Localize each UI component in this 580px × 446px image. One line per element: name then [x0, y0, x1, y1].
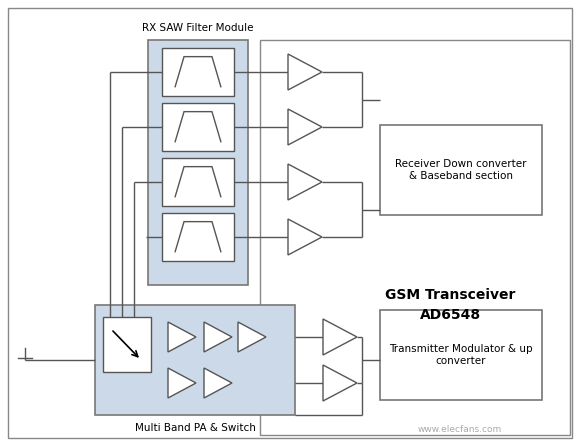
Text: www.elecfans.com: www.elecfans.com — [418, 425, 502, 434]
Bar — [162, 103, 234, 151]
Bar — [380, 125, 542, 215]
Polygon shape — [288, 109, 322, 145]
Polygon shape — [204, 322, 232, 352]
Bar — [380, 310, 542, 400]
Polygon shape — [238, 322, 266, 352]
Text: Receiver Down converter
& Baseband section: Receiver Down converter & Baseband secti… — [395, 159, 527, 181]
Polygon shape — [288, 164, 322, 200]
Text: GSM Transceiver: GSM Transceiver — [385, 288, 515, 302]
Bar — [162, 158, 234, 206]
Bar — [162, 213, 234, 261]
Text: Multi Band PA & Switch: Multi Band PA & Switch — [135, 423, 255, 433]
Bar — [148, 40, 248, 285]
Bar — [103, 317, 151, 372]
Bar — [162, 48, 234, 96]
Bar — [95, 305, 295, 415]
Polygon shape — [204, 368, 232, 398]
Polygon shape — [288, 54, 322, 90]
Polygon shape — [168, 322, 196, 352]
Text: RX SAW Filter Module: RX SAW Filter Module — [142, 23, 254, 33]
Polygon shape — [168, 368, 196, 398]
Polygon shape — [288, 219, 322, 255]
Text: AD6548: AD6548 — [419, 308, 481, 322]
Polygon shape — [323, 319, 357, 355]
Text: Transmitter Modulator & up
converter: Transmitter Modulator & up converter — [389, 344, 533, 366]
Polygon shape — [323, 365, 357, 401]
Bar — [260, 40, 570, 435]
